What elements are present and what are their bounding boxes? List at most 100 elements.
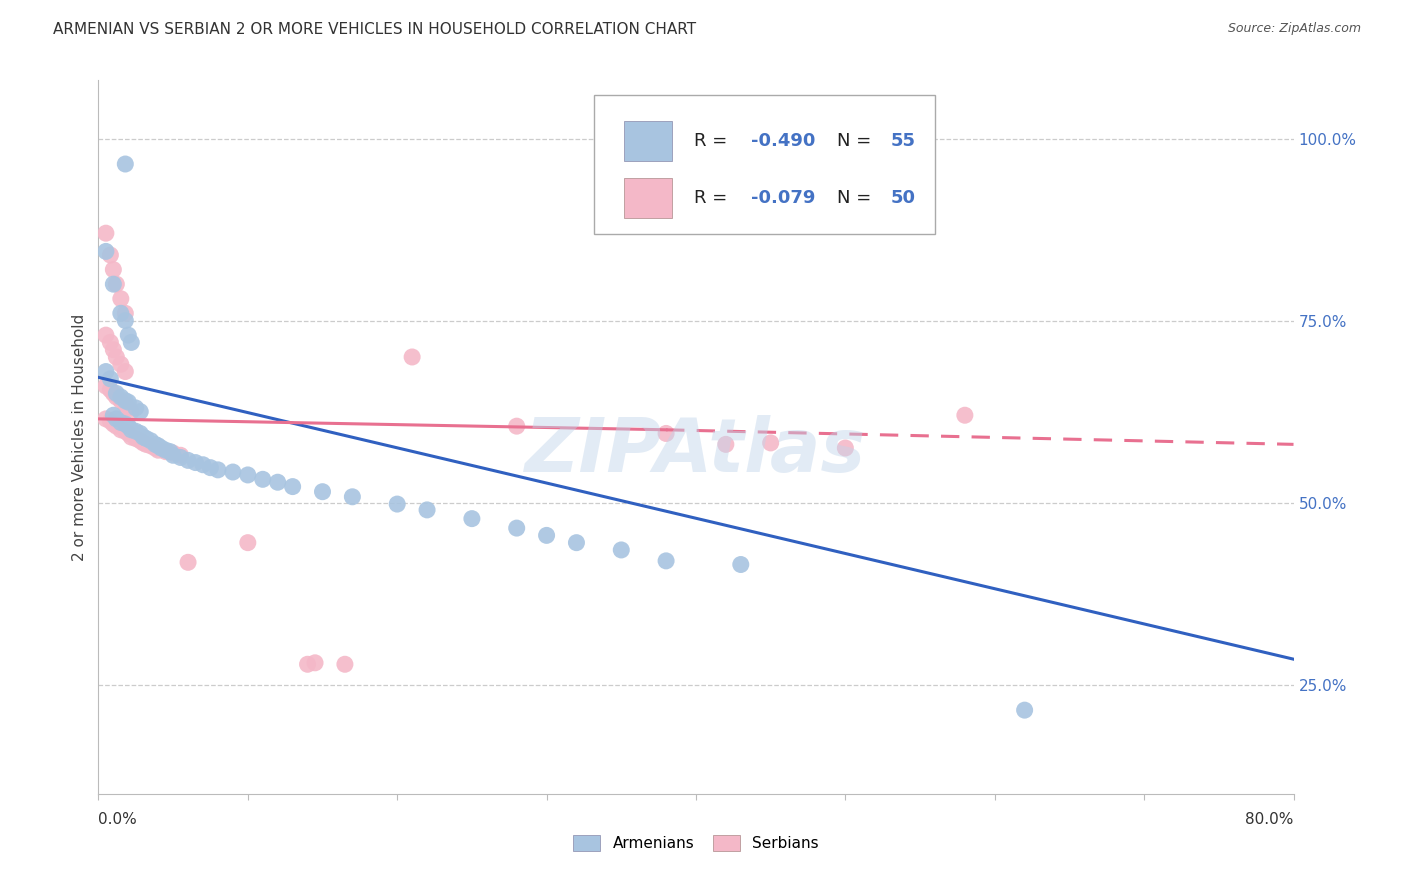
Point	[184, 456, 207, 470]
Point	[207, 463, 229, 477]
Point	[125, 401, 148, 415]
Text: 50: 50	[891, 189, 915, 207]
Point	[114, 424, 136, 438]
Point	[114, 365, 136, 379]
Point	[114, 393, 136, 408]
Point	[162, 446, 184, 460]
Point	[110, 306, 132, 320]
Point	[120, 423, 142, 437]
Point	[105, 419, 128, 434]
Text: 55: 55	[891, 132, 915, 150]
Point	[132, 436, 155, 450]
Point	[117, 328, 139, 343]
Point	[159, 444, 181, 458]
Point	[105, 277, 128, 292]
Point	[655, 554, 678, 568]
Point	[135, 432, 157, 446]
Point	[139, 439, 162, 453]
Point	[200, 460, 222, 475]
Text: 80.0%: 80.0%	[1246, 812, 1294, 827]
Point	[110, 393, 132, 408]
Point	[120, 335, 142, 350]
Point	[117, 419, 139, 434]
Point	[304, 656, 326, 670]
Point	[94, 365, 117, 379]
Point	[150, 441, 173, 455]
Point	[169, 450, 191, 465]
Point	[236, 535, 259, 549]
Point	[103, 343, 125, 357]
Bar	[595, 95, 935, 234]
Point	[105, 412, 128, 426]
Point	[236, 467, 259, 482]
Point	[125, 432, 148, 446]
Point	[129, 434, 152, 448]
Point	[143, 441, 166, 455]
Point	[129, 404, 152, 418]
Bar	[624, 178, 672, 218]
Point	[536, 528, 558, 542]
Point	[416, 503, 439, 517]
Point	[98, 372, 122, 386]
Point	[506, 419, 529, 434]
Legend: Armenians, Serbians: Armenians, Serbians	[567, 829, 825, 857]
Point	[114, 417, 136, 431]
Point	[191, 458, 214, 472]
Point	[759, 436, 782, 450]
Text: N =: N =	[837, 132, 877, 150]
Point	[565, 535, 588, 549]
Point	[125, 424, 148, 438]
Point	[342, 490, 364, 504]
Point	[103, 277, 125, 292]
Point	[110, 357, 132, 371]
Point	[155, 444, 177, 458]
Point	[297, 657, 319, 672]
Point	[105, 350, 128, 364]
Point	[385, 497, 409, 511]
Point	[103, 262, 125, 277]
Point	[401, 350, 423, 364]
Point	[117, 395, 139, 409]
Point	[105, 390, 128, 404]
Point	[177, 453, 200, 467]
Point	[177, 555, 200, 569]
Text: ZIPAtlas: ZIPAtlas	[526, 415, 866, 488]
Bar	[624, 121, 672, 161]
Point	[117, 401, 139, 415]
Point	[730, 558, 752, 572]
Point	[281, 480, 304, 494]
Point	[98, 383, 122, 397]
Point	[117, 426, 139, 441]
Point	[506, 521, 529, 535]
Point	[120, 430, 142, 444]
Text: R =: R =	[693, 189, 733, 207]
Point	[94, 412, 117, 426]
Point	[94, 328, 117, 343]
Point	[333, 657, 356, 672]
Point	[222, 465, 245, 479]
Point	[114, 397, 136, 411]
Point	[103, 386, 125, 401]
Point	[655, 426, 678, 441]
Point	[135, 437, 157, 451]
Point	[103, 409, 125, 423]
Point	[155, 443, 177, 458]
Point	[714, 437, 737, 451]
Point	[110, 390, 132, 404]
Point	[98, 335, 122, 350]
Point	[110, 423, 132, 437]
Text: R =: R =	[693, 132, 733, 150]
Point	[129, 426, 152, 441]
Point	[94, 379, 117, 393]
Point	[114, 313, 136, 327]
Point	[139, 434, 162, 448]
Point	[461, 511, 484, 525]
Point	[169, 448, 191, 462]
Text: -0.079: -0.079	[751, 189, 815, 207]
Point	[110, 292, 132, 306]
Point	[110, 416, 132, 430]
Point	[953, 409, 976, 423]
Text: ARMENIAN VS SERBIAN 2 OR MORE VEHICLES IN HOUSEHOLD CORRELATION CHART: ARMENIAN VS SERBIAN 2 OR MORE VEHICLES I…	[53, 22, 696, 37]
Point	[311, 484, 333, 499]
Point	[162, 448, 184, 462]
